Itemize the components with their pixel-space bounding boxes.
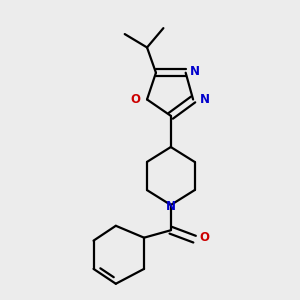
Text: N: N: [190, 65, 200, 78]
Text: N: N: [166, 200, 176, 213]
Text: O: O: [199, 231, 209, 244]
Text: N: N: [200, 93, 209, 106]
Text: O: O: [131, 93, 141, 106]
